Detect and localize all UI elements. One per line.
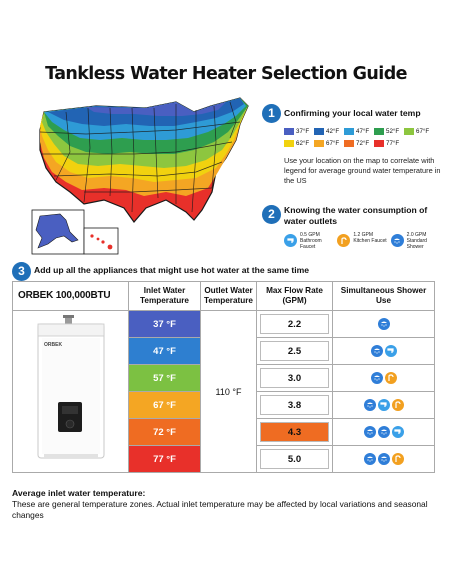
table-row: 67 °F 3.8 bbox=[13, 391, 435, 419]
flow-cell: 5.0 bbox=[256, 445, 333, 473]
step3-title: Add up all the appliances that might use… bbox=[34, 265, 310, 275]
inlet-temp-cell: 72 °F bbox=[128, 418, 201, 446]
page-title: Tankless Water Heater Selection Guide bbox=[45, 64, 407, 84]
step1-note: Use your location on the map to correlat… bbox=[284, 156, 441, 185]
product-label: ORBEK bbox=[44, 342, 62, 348]
kitchen-faucet-icon bbox=[391, 399, 404, 411]
legend-item: 37°F bbox=[284, 128, 314, 135]
table-row: 57 °F 3.0 bbox=[13, 364, 435, 392]
footer-text: These are general temperature zones. Act… bbox=[12, 499, 428, 520]
kitchen-faucet-icon bbox=[337, 234, 351, 247]
alaska-shape bbox=[35, 213, 79, 249]
kitchen-faucet-icon bbox=[384, 372, 397, 384]
shower-icon bbox=[363, 399, 376, 411]
shower-icon bbox=[377, 453, 390, 465]
shower-cell bbox=[332, 310, 435, 338]
inlet-temp-cell: 47 °F bbox=[128, 337, 201, 365]
outlet-list: 0.5 GPM Bathroom Faucet 1.2 GPM Kitchen Fa… bbox=[284, 232, 444, 250]
table-header-row: ORBEK 100,000BTU Inlet Water Temperature… bbox=[12, 281, 435, 311]
shower-cell bbox=[332, 391, 435, 419]
legend-item: 67°F bbox=[404, 128, 434, 135]
shower-icon bbox=[377, 318, 390, 330]
shower-icon bbox=[377, 426, 390, 438]
step2-title: Knowing the water consumption of water o… bbox=[284, 205, 428, 226]
flow-cell: 3.0 bbox=[256, 364, 333, 392]
faucet-icon bbox=[384, 345, 397, 357]
flow-cell: 3.8 bbox=[256, 391, 333, 419]
table-row: 77 °F 5.0 bbox=[13, 445, 435, 473]
shower-cell bbox=[332, 445, 435, 473]
product-header: ORBEK 100,000BTU bbox=[12, 281, 129, 311]
flow-cell: 2.2 bbox=[256, 310, 333, 338]
step1-title: Confirming your local water temp bbox=[284, 108, 421, 118]
inlet-temp-cell: 67 °F bbox=[128, 391, 201, 419]
step2-number: 2 bbox=[262, 205, 281, 224]
shower-icon bbox=[363, 453, 376, 465]
table-row: 47 °F 2.5 bbox=[13, 337, 435, 365]
faucet-icon bbox=[391, 426, 404, 438]
step3-number: 3 bbox=[12, 262, 31, 281]
legend-item: 52°F bbox=[374, 128, 404, 135]
legend-row-2: 62°F 67°F 72°F 77°F bbox=[284, 140, 444, 147]
legend-item: 42°F bbox=[314, 128, 344, 135]
table-row: ORBEK 37 °F 110 °F 2.2 bbox=[12, 310, 435, 473]
outlet-temp-cell: 110 °F bbox=[200, 310, 257, 473]
legend-item: 47°F bbox=[344, 128, 374, 135]
inlet-header: Inlet Water Temperature bbox=[128, 281, 201, 311]
legend-row-1: 37°F 42°F 47°F 52°F 67°F bbox=[284, 128, 444, 135]
flow-cell: 4.3 bbox=[256, 418, 333, 446]
outlet-header: Outlet Water Temperature bbox=[200, 281, 257, 311]
flow-cell: 2.5 bbox=[256, 337, 333, 365]
us-temperature-map bbox=[31, 97, 249, 255]
shower-header: Simultaneous Shower Use bbox=[332, 281, 435, 311]
shower-icon bbox=[370, 345, 383, 357]
hawaii-shape bbox=[90, 234, 113, 250]
legend-item: 77°F bbox=[374, 140, 404, 147]
inlet-temp-cell: 37 °F bbox=[128, 310, 201, 338]
shower-cell bbox=[332, 364, 435, 392]
kitchen-faucet-icon bbox=[391, 453, 404, 465]
faucet-icon bbox=[284, 234, 297, 247]
shower-icon bbox=[370, 372, 383, 384]
faucet-icon bbox=[377, 399, 390, 411]
outlet-kitchen-faucet: 1.2 GPM Kitchen Faucet bbox=[337, 232, 390, 250]
inlet-temp-cell: 57 °F bbox=[128, 364, 201, 392]
legend-item: 62°F bbox=[284, 140, 314, 147]
legend-item: 72°F bbox=[344, 140, 374, 147]
map-zone-coldest bbox=[86, 102, 226, 116]
outlet-standard-shower: 2.0 GPM Standard Shower bbox=[390, 232, 444, 250]
selection-table: ORBEK 100,000BTU Inlet Water Temperature… bbox=[12, 281, 435, 473]
legend-item: 67°F bbox=[314, 140, 344, 147]
shower-cell bbox=[332, 418, 435, 446]
step1-number: 1 bbox=[262, 104, 281, 123]
product-image-cell: ORBEK bbox=[12, 310, 129, 473]
footer-title: Average inlet water temperature: bbox=[12, 488, 146, 498]
flow-header: Max Flow Rate (GPM) bbox=[256, 281, 333, 311]
inlet-temp-cell: 77 °F bbox=[128, 445, 201, 473]
shower-icon bbox=[390, 234, 404, 247]
temperature-legend: 37°F 42°F 47°F 52°F 67°F 62°F 67°F 72°F … bbox=[284, 128, 444, 152]
shower-icon bbox=[363, 426, 376, 438]
outlet-bathroom-faucet: 0.5 GPM Bathroom Faucet bbox=[284, 232, 337, 250]
water-heater-image: ORBEK bbox=[37, 315, 104, 459]
shower-cell bbox=[332, 337, 435, 365]
